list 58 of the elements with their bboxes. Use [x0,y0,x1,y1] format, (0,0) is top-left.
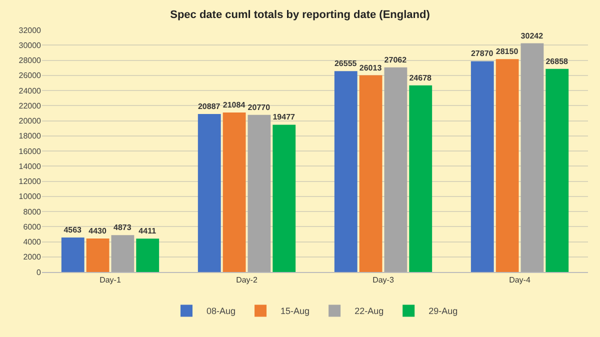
bar [334,71,358,272]
data-label: 30242 [520,31,544,40]
bar [61,237,84,272]
data-label: 4411 [138,226,157,236]
chart-title: Spec date cuml totals by reporting date (England) [170,8,430,21]
y-tick-label: 20000 [18,116,42,126]
bar [496,59,519,272]
y-tick-label: 4000 [23,238,42,247]
y-tick-label: 22000 [18,101,42,110]
y-tick-label: 10000 [18,192,42,202]
x-tick-label: Day-2 [236,276,258,285]
y-tick-label: 32000 [18,26,42,35]
x-tick-label: Day-4 [509,276,531,285]
data-label: 26555 [334,59,358,68]
data-label: 27062 [384,55,408,64]
data-label: 4430 [88,226,107,236]
legend-label: 08-Aug [206,306,236,316]
data-label: 19477 [272,112,296,122]
data-label: 4563 [64,225,82,234]
y-tick-label: 6000 [23,222,42,232]
bar [248,114,271,272]
data-label: 28150 [496,47,519,56]
bar [470,61,494,272]
y-tick-label: 2000 [23,252,42,262]
data-label: 21084 [222,100,246,110]
y-tick-label: 30000 [18,40,42,50]
legend-label: 22-Aug [354,306,384,316]
legend-label: 29-Aug [428,306,458,316]
bar [198,114,221,272]
legend-label: 15-Aug [280,306,310,316]
y-tick-label: 0 [36,268,42,277]
y-tick-label: 26000 [18,71,42,80]
bar [86,238,110,272]
y-tick-label: 14000 [18,162,42,171]
bar [546,68,569,272]
data-label: 4873 [114,223,132,232]
y-tick-label: 16000 [18,146,42,156]
y-tick-label: 12000 [18,177,42,186]
bar [272,124,296,272]
data-label: 20770 [248,102,271,112]
bar [359,75,382,272]
y-tick-label: 24000 [18,86,42,96]
bar [222,112,246,272]
data-label: 26013 [359,63,382,72]
bar [384,67,408,272]
x-tick-label: Day-3 [372,276,394,285]
y-tick-label: 28000 [18,56,42,66]
data-label: 24678 [409,73,432,82]
y-tick-label: 8000 [23,207,42,216]
data-label: 26858 [546,56,569,66]
x-tick-label: Day-1 [100,276,122,285]
data-label: 20887 [198,102,221,112]
bar [520,43,544,272]
y-tick-label: 18000 [18,132,42,141]
bar [136,238,160,272]
bar [409,85,432,272]
bar [111,235,134,272]
data-label: 27870 [470,49,494,58]
